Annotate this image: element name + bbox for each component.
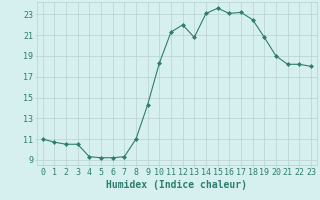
X-axis label: Humidex (Indice chaleur): Humidex (Indice chaleur) [106,180,247,190]
